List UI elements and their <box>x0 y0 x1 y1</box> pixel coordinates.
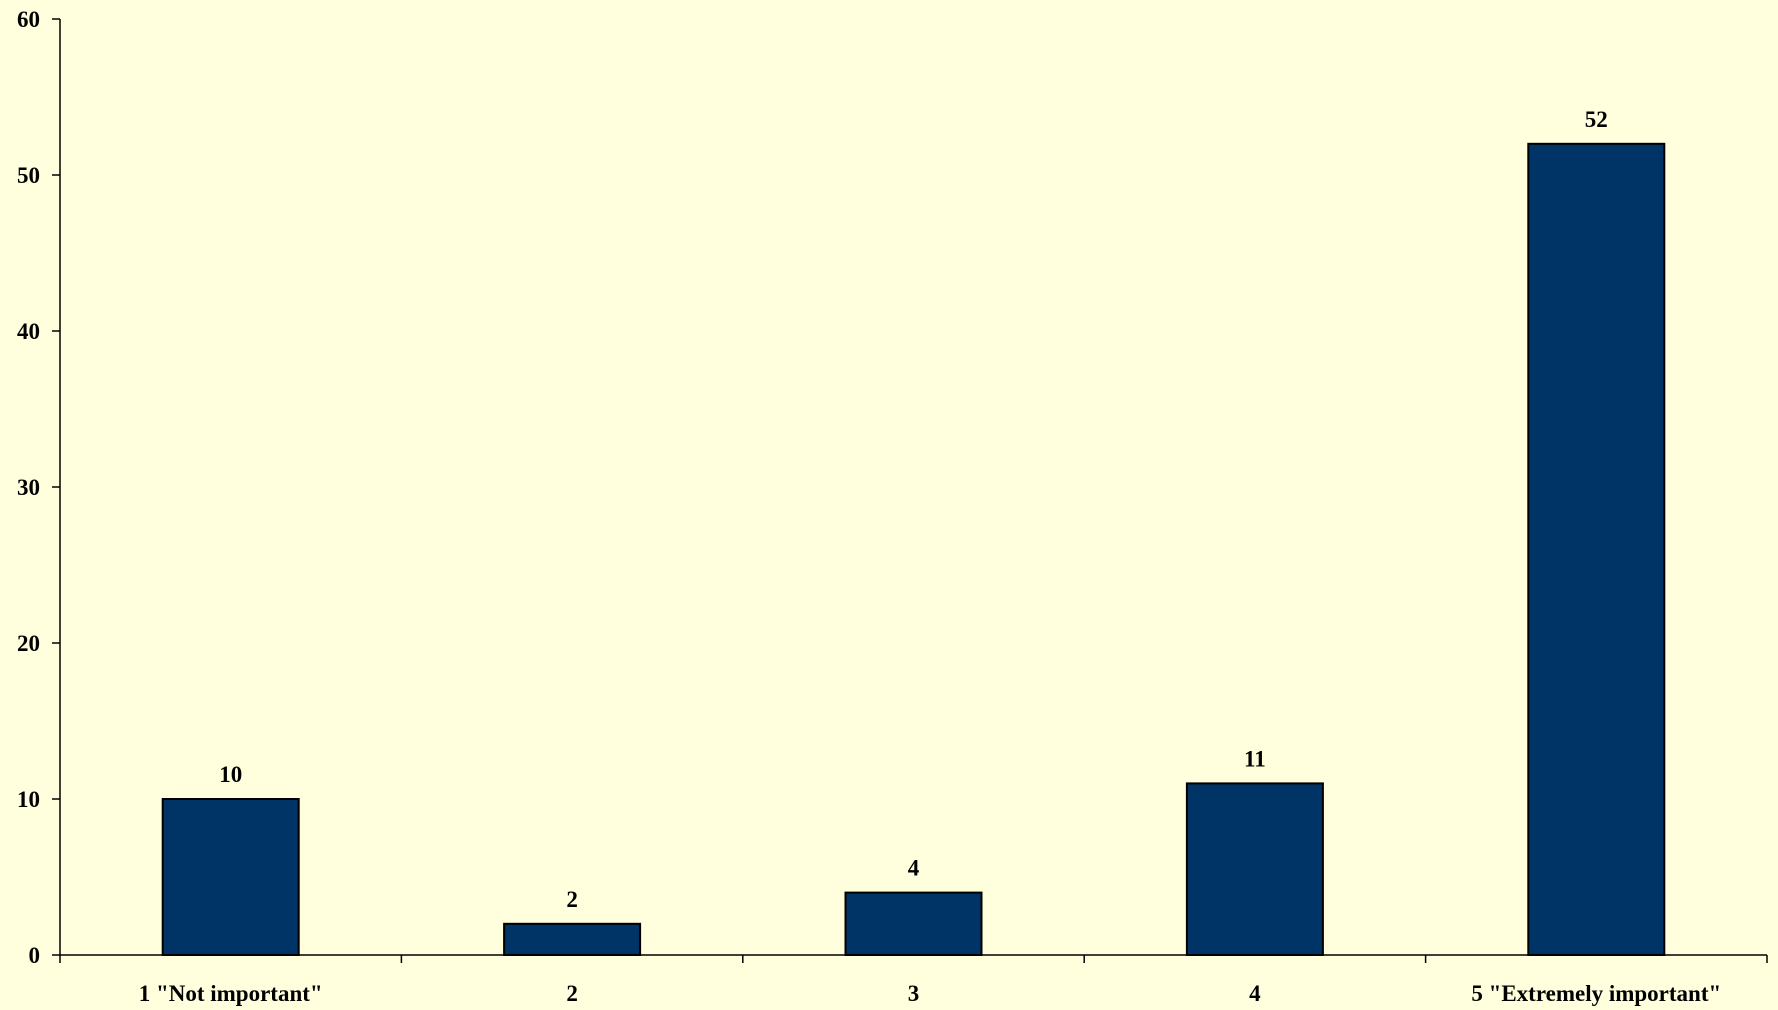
data-label-4: 11 <box>1244 746 1266 771</box>
y-tick-label-50: 50 <box>17 163 40 188</box>
category-label-3: 3 <box>908 981 920 1006</box>
data-label-1: 10 <box>219 762 242 787</box>
y-tick-label-10: 10 <box>17 787 40 812</box>
category-label-4: 4 <box>1249 981 1261 1006</box>
bars-layer <box>161 142 1666 957</box>
y-tick-label-30: 30 <box>17 475 40 500</box>
data-label-2: 2 <box>566 887 578 912</box>
axes-layer <box>52 18 1768 963</box>
bar-5 <box>1527 142 1666 957</box>
y-tick-label-20: 20 <box>17 631 40 656</box>
category-label-2: 2 <box>566 981 578 1006</box>
bar-1 <box>161 798 300 956</box>
data-label-3: 4 <box>908 856 920 881</box>
y-tick-label-60: 60 <box>17 7 40 32</box>
y-tick-label-40: 40 <box>17 319 40 344</box>
bar-4 <box>1185 782 1324 957</box>
bar-2 <box>503 922 642 956</box>
category-label-1: 1 "Not important" <box>139 981 323 1006</box>
data-label-5: 52 <box>1585 107 1608 132</box>
category-label-5: 5 "Extremely important" <box>1471 981 1721 1006</box>
y-tick-label-0: 0 <box>29 943 41 968</box>
labels-layer: 10 1 "Not important" 2 2 4 3 11 4 52 5 "Extremely… <box>17 7 1721 1006</box>
bar-3 <box>844 891 983 956</box>
